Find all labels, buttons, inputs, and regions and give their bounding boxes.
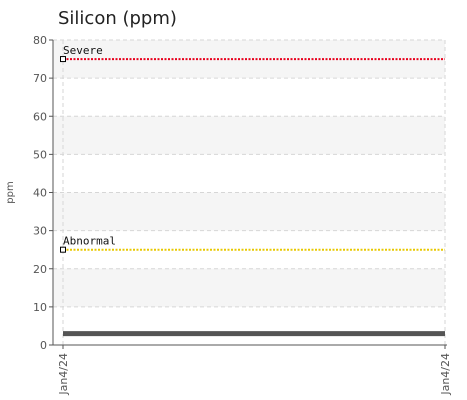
y-tick-label: 30: [33, 225, 47, 238]
plot-band: [53, 116, 445, 155]
threshold-marker: [60, 246, 66, 253]
y-axis-ticks: 0 10 20 30 40 50 60 70 80: [33, 34, 53, 352]
y-tick-label: 10: [33, 301, 47, 314]
y-tick-label: 70: [33, 72, 47, 85]
plot-band: [53, 192, 445, 231]
threshold-label: Abnormal: [63, 235, 116, 248]
x-axis-ticks: Jan4/24 Jan4/24: [57, 345, 452, 396]
chart-title: Silicon (ppm): [58, 8, 177, 29]
plot-bands: [53, 40, 445, 307]
threshold-marker: [60, 56, 66, 63]
y-tick-label: 20: [33, 263, 47, 276]
plot-band: [53, 268, 445, 307]
y-axis-label: ppm: [5, 181, 16, 203]
x-tick-label: Jan4/24: [439, 353, 452, 396]
y-tick-label: 40: [33, 187, 47, 200]
threshold-lines: Severe Abnormal: [60, 44, 445, 253]
x-tick-label: Jan4/24: [57, 353, 70, 396]
threshold-label: Severe: [63, 44, 103, 57]
gridlines: [53, 39, 446, 345]
y-tick-label: 50: [33, 148, 47, 161]
y-tick-label: 60: [33, 110, 47, 123]
y-tick-label: 0: [40, 339, 47, 352]
y-tick-label: 80: [33, 34, 47, 47]
